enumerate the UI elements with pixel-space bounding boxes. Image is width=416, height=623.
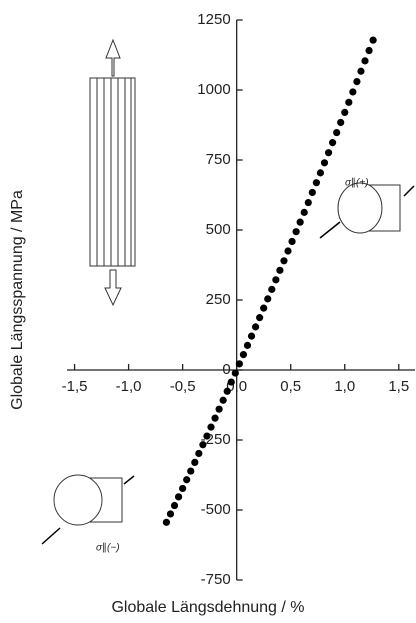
data-point xyxy=(191,458,199,466)
data-point xyxy=(231,369,239,377)
fiber-bundle-icon xyxy=(89,38,136,307)
cylinder-icon-compression xyxy=(41,474,135,545)
data-point xyxy=(361,57,369,65)
annotation: σ∥(+) xyxy=(345,178,369,189)
data-point xyxy=(239,351,248,359)
data-point xyxy=(251,323,260,331)
data-point xyxy=(284,247,292,255)
x-tick-label: 1,0 xyxy=(334,378,355,395)
data-point xyxy=(166,510,175,518)
data-point xyxy=(349,88,357,96)
data-point xyxy=(320,159,329,167)
y-tick-label: 0 xyxy=(222,361,230,378)
data-point xyxy=(195,449,203,458)
data-point xyxy=(272,276,280,284)
data-point xyxy=(288,237,296,246)
data-point xyxy=(337,118,345,127)
data-point xyxy=(300,208,308,216)
data-point xyxy=(365,46,373,55)
data-point xyxy=(179,484,187,493)
y-tick-label: 1250 xyxy=(197,11,230,28)
data-point xyxy=(170,501,179,510)
x-tick-label: 0,5 xyxy=(280,378,301,395)
data-point xyxy=(203,432,211,440)
data-point xyxy=(304,198,312,207)
x-axis-label: Globale Längsdehnung / % xyxy=(111,599,304,616)
data-point xyxy=(276,266,284,274)
data-point xyxy=(260,304,268,312)
y-axis-label: Globale Längsspannung / MPa xyxy=(9,190,26,410)
data-point xyxy=(312,179,320,187)
annotation: σ∥(−) xyxy=(96,543,120,554)
y-tick-label: 500 xyxy=(206,221,231,238)
cylinder-icon-tension xyxy=(319,182,415,239)
y-tick-label: 250 xyxy=(206,291,231,308)
data-point xyxy=(264,295,272,303)
data-point xyxy=(369,36,377,44)
data-point xyxy=(280,257,288,265)
data-point xyxy=(268,285,276,293)
data-point xyxy=(235,360,243,368)
data-point xyxy=(183,476,191,484)
data-point xyxy=(296,218,304,226)
data-point xyxy=(328,139,337,147)
y-tick-label: -500 xyxy=(201,501,231,518)
data-point xyxy=(353,78,361,86)
data-point xyxy=(223,387,231,395)
data-point xyxy=(345,98,353,106)
data-point xyxy=(207,423,215,431)
data-point xyxy=(215,405,223,413)
data-point xyxy=(333,128,341,137)
data-point xyxy=(227,378,235,386)
data-point xyxy=(162,518,171,526)
y-tick-label: 1000 xyxy=(197,81,230,98)
data-point xyxy=(243,341,252,349)
data-point xyxy=(187,467,195,475)
x-tick-label: -1,5 xyxy=(62,378,88,395)
data-point xyxy=(199,441,207,449)
data-point xyxy=(357,67,365,75)
data-point xyxy=(308,188,316,197)
x-tick-label: -1,0 xyxy=(116,378,142,395)
data-point xyxy=(174,493,183,501)
data-point xyxy=(324,149,333,157)
y-tick-label: -750 xyxy=(201,571,231,588)
x-tick-label: 1,5 xyxy=(388,378,409,395)
data-point xyxy=(211,414,219,422)
y-tick-label: 750 xyxy=(206,151,231,168)
data-point xyxy=(292,228,300,236)
data-point xyxy=(256,314,264,322)
data-point xyxy=(341,108,349,116)
data-point xyxy=(219,396,227,404)
data-point xyxy=(247,332,256,340)
x-tick-label: -0,5 xyxy=(170,378,196,395)
data-point xyxy=(316,169,325,177)
